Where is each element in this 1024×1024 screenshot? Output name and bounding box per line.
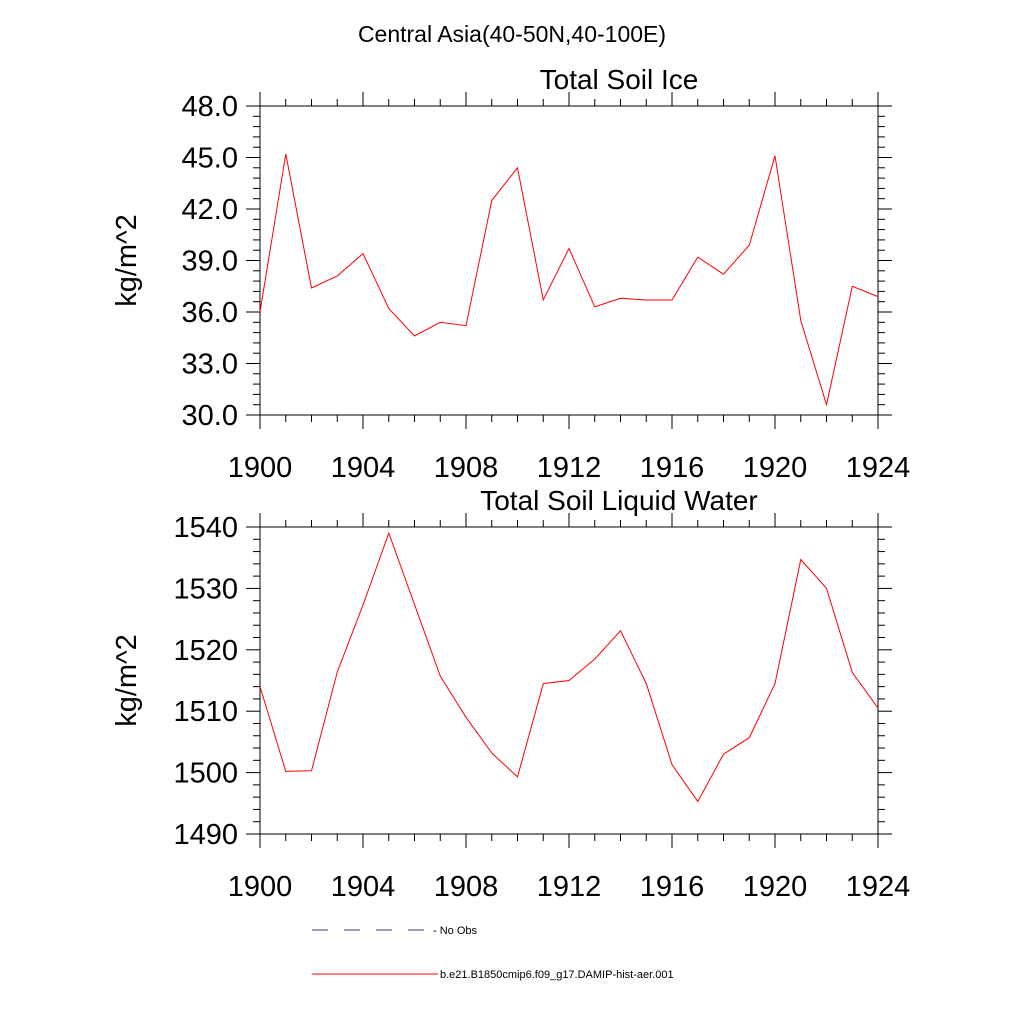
x-tick-label: 1924 (846, 871, 911, 903)
x-tick-label: 1908 (434, 452, 499, 484)
x-tick-label: 1924 (846, 452, 911, 484)
y-tick-label: 48.0 (182, 91, 238, 123)
legend: - No Obs b.e21.B1850cmip6.f09_g17.DAMIP-… (312, 925, 674, 981)
y-tick-label: 33.0 (182, 349, 238, 381)
legend-label-model: b.e21.B1850cmip6.f09_g17.DAMIP-hist-aer.… (440, 969, 674, 981)
y-tick-label: 1510 (173, 696, 238, 728)
x-tick-label: 1912 (537, 871, 602, 903)
x-tick-label: 1900 (228, 452, 293, 484)
y-tick-label: 1520 (173, 635, 238, 667)
panel-title: Total Soil Ice (540, 64, 699, 95)
y-tick-label: 39.0 (182, 246, 238, 278)
panel-title: Total Soil Liquid Water (480, 485, 758, 516)
plot-frame (259, 105, 879, 416)
y-tick-label: 45.0 (182, 143, 238, 175)
y-axis-label: kg/m^2 (111, 634, 143, 727)
y-tick-label: 36.0 (182, 297, 238, 329)
x-tick-label: 1920 (743, 452, 808, 484)
y-tick-label: 1530 (173, 573, 238, 605)
x-tick-label: 1904 (331, 452, 396, 484)
y-tick-label: 30.0 (182, 400, 238, 432)
y-tick-label: 1490 (173, 819, 238, 851)
y-tick-label: 1540 (173, 512, 238, 544)
y-tick-label: 1500 (173, 758, 238, 790)
x-tick-label: 1916 (640, 452, 705, 484)
y-tick-label: 42.0 (182, 194, 238, 226)
x-tick-label: 1920 (743, 871, 808, 903)
figure-title: Central Asia(40-50N,40-100E) (358, 21, 666, 47)
panel-total-soil-ice: Total Soil Ice 1900 1904 1908 1912 1916 1920 19… (111, 64, 910, 484)
series-line (259, 154, 879, 407)
x-tick-label: 1908 (434, 871, 499, 903)
x-tick-label: 1900 (228, 871, 293, 903)
x-tick-label: 1912 (537, 452, 602, 484)
series-line (259, 531, 879, 803)
x-tick-label: 1904 (331, 871, 396, 903)
x-tick-label: 1916 (640, 871, 705, 903)
panel-total-soil-liquid-water: Total Soil Liquid Water 1900 1904 1908 1912 1… (111, 485, 910, 903)
y-axis-label: kg/m^2 (111, 214, 143, 307)
legend-label-no-obs: - No Obs (433, 925, 478, 937)
